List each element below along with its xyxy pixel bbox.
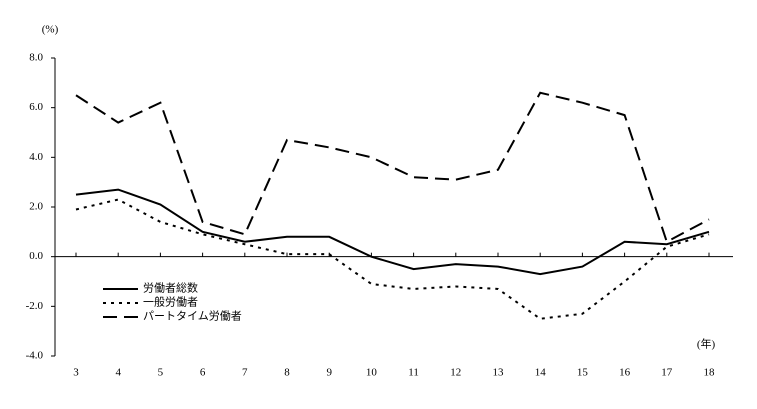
y-tick-label: 4.0 — [29, 151, 43, 163]
x-tick-label: 5 — [158, 367, 164, 379]
y-tick-label: 6.0 — [29, 101, 43, 113]
x-tick-label: 6 — [200, 367, 206, 379]
y-tick-label: 8.0 — [29, 52, 43, 64]
x-tick-label: 7 — [242, 367, 248, 379]
y-unit: (%) — [42, 24, 59, 36]
legend-label: 労働者総数 — [143, 281, 198, 295]
series-line — [75, 91, 710, 244]
x-tick-label: 4 — [115, 367, 121, 379]
y-tick-label: 2.0 — [29, 201, 43, 213]
x-unit: (年) — [697, 337, 716, 351]
x-tick-label: 12 — [450, 367, 461, 379]
x-tick-label: 16 — [619, 367, 631, 379]
legend-label: 一般労働者 — [143, 295, 198, 309]
x-tick-label: 10 — [366, 367, 378, 379]
x-tick-label: 18 — [704, 367, 716, 379]
x-tick-label: 17 — [661, 367, 673, 379]
x-tick-label: 14 — [535, 367, 547, 379]
x-tick-label: 3 — [73, 367, 79, 379]
series-line — [75, 188, 710, 276]
legend-label: パートタイム労働者 — [143, 309, 242, 323]
x-tick-label: 13 — [493, 367, 505, 379]
x-tick-label: 8 — [284, 367, 290, 379]
y-tick-label: -2.0 — [26, 300, 44, 312]
x-tick-label: 11 — [408, 367, 419, 379]
x-tick-label: 9 — [326, 367, 332, 379]
series-line — [75, 198, 710, 320]
x-tick-label: 15 — [577, 367, 589, 379]
y-tick-label: -4.0 — [26, 350, 44, 362]
y-tick-label: 0.0 — [29, 250, 43, 262]
